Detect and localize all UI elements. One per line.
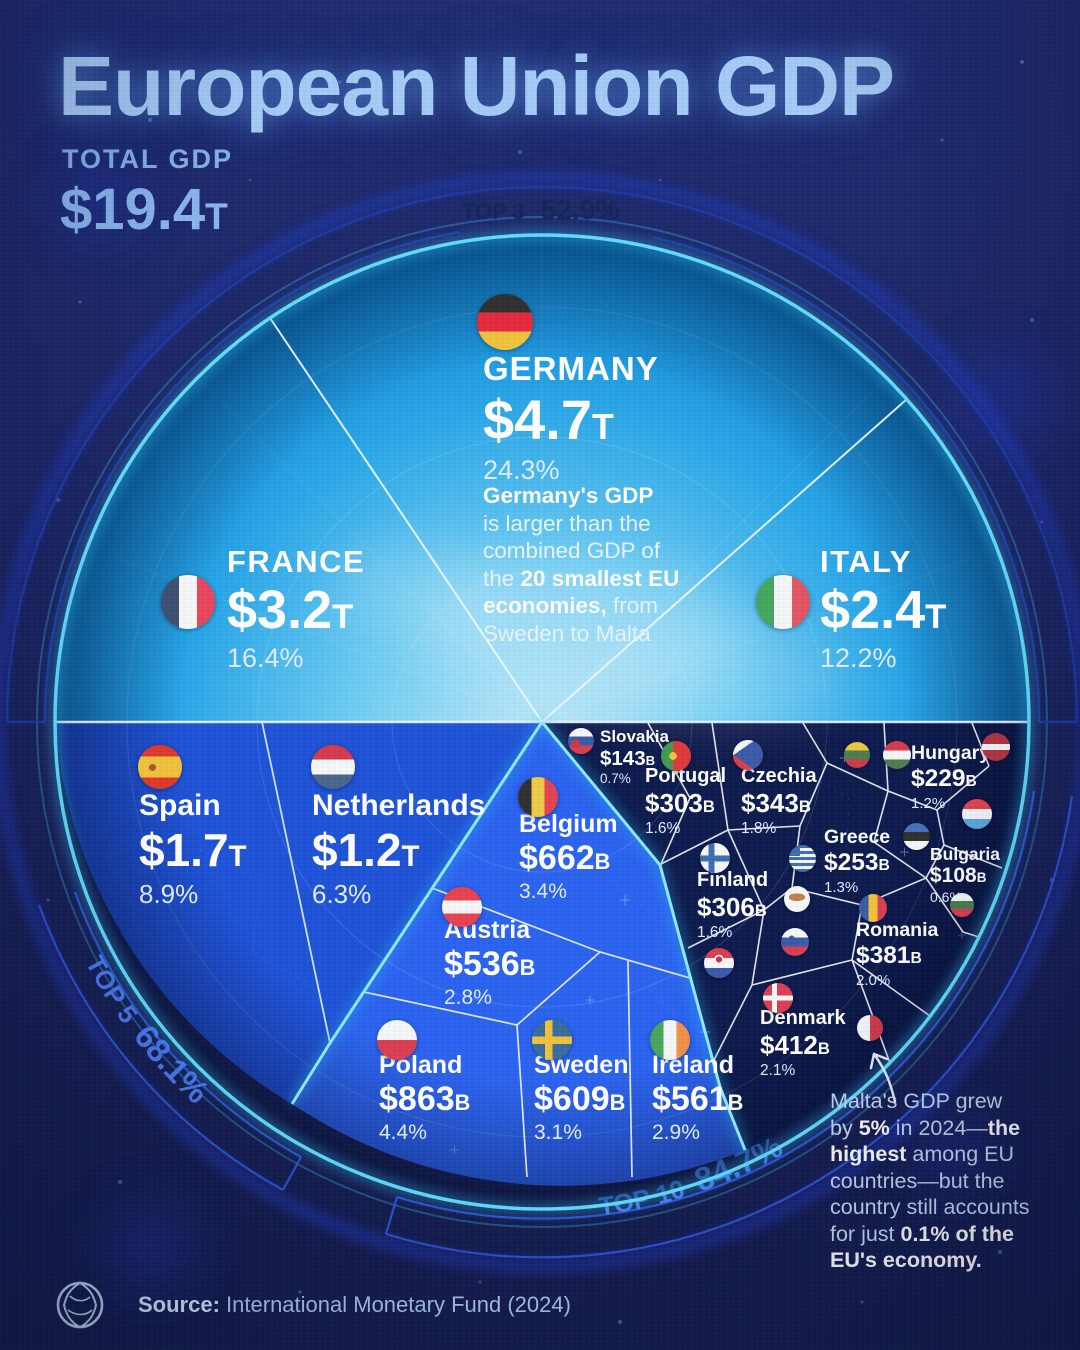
greece-label: Greece $253B 1.3%: [824, 826, 891, 896]
slovakia-flag-icon: [568, 728, 594, 754]
czechia-label: Czechia $343B 1.8%: [741, 765, 817, 837]
romania-label: Romania $381B 2.0%: [856, 919, 939, 989]
source-label: Source:: [138, 1292, 220, 1317]
czechia-flag-icon: [733, 740, 763, 770]
estonia-flag-icon: [903, 823, 930, 850]
source-line: Source: International Monetary Fund (202…: [138, 1292, 571, 1318]
austria-label: Austria $536B 2.8%: [444, 916, 536, 1010]
top3-bracket: [5, 185, 1079, 724]
hungary-label: Hungary $229B 1.2%: [911, 742, 991, 812]
netherlands-label: Netherlands $1.2T 6.3%: [312, 789, 486, 910]
lithuania-flag-icon: [844, 742, 870, 768]
bulgaria-flag-icon: [950, 893, 974, 917]
netherlands-flag-icon: [311, 745, 355, 789]
ireland-label: Ireland $561B 2.9%: [652, 1051, 744, 1145]
top3-arc-label: TOP 3 52.9%: [462, 194, 621, 225]
denmark-flag-icon: [763, 983, 793, 1013]
hungary-flag-icon: [883, 741, 911, 769]
germany-label: GERMANY $4.7T 24.3%: [483, 350, 659, 485]
source-text: International Monetary Fund (2024): [226, 1292, 571, 1317]
portugal-flag-icon: [661, 741, 691, 771]
croatia-flag-icon: [704, 948, 734, 978]
slovenia-flag-icon: [781, 928, 809, 956]
voronoi-logo: [56, 1281, 104, 1329]
mid-wedge-borders: [363, 887, 691, 1178]
portugal-label: Portugal $303B 1.6%: [645, 765, 727, 837]
sweden-label: Sweden $609B 3.1%: [534, 1051, 629, 1145]
total-gdp-label: TOTAL GDP: [62, 144, 234, 174]
denmark-label: Denmark $412B 2.1%: [760, 1007, 846, 1079]
cyprus-flag-icon: [784, 886, 810, 912]
sweden-flag-icon: [532, 1020, 572, 1060]
poland-flag-icon: [377, 1020, 417, 1060]
malta-flag-icon: [857, 1015, 883, 1041]
france-label: FRANCE $3.2T 16.4%: [227, 544, 366, 674]
italy-label: ITALY $2.4T 12.2%: [820, 544, 947, 674]
romania-flag-icon: [859, 894, 887, 922]
germany-note: Germany's GDP is larger than the combine…: [483, 483, 680, 646]
malta-arrow-icon: [869, 1052, 897, 1104]
finland-flag-icon: [700, 843, 730, 873]
spain-flag-icon: [138, 745, 182, 789]
circle-rim: [50, 230, 1034, 1214]
france-flag-icon: [161, 575, 215, 629]
ireland-flag-icon: [650, 1020, 690, 1060]
background-star-field: [46, 60, 1054, 1324]
glow-borders: [288, 719, 749, 1152]
top10-bracket: [384, 790, 1074, 1259]
malta-note: Malta's GDP grew by 5% in 2024—the highe…: [830, 1089, 1030, 1272]
austria-flag-icon: [442, 887, 482, 927]
top5-bracket: [37, 891, 302, 1191]
luxembourg-flag-icon: [962, 799, 992, 829]
latvia-flag-icon: [982, 733, 1010, 761]
slovakia-label: Slovakia $143B 0.7%: [600, 727, 669, 786]
total-gdp-value: $19.4T: [60, 177, 228, 242]
belgium-flag-icon: [518, 777, 558, 817]
spain-label: Spain $1.7T 8.9%: [139, 789, 247, 910]
italy-flag-icon: [756, 575, 810, 629]
belgium-label: Belgium $662B 3.4%: [519, 810, 618, 904]
germany-flag-icon: [477, 294, 533, 350]
greece-flag-icon: [789, 845, 816, 872]
finland-label: Finland $306B 1.6%: [697, 869, 769, 941]
poland-label: Poland $863B 4.4%: [379, 1051, 471, 1145]
page-title: European Union GDP: [58, 39, 895, 133]
